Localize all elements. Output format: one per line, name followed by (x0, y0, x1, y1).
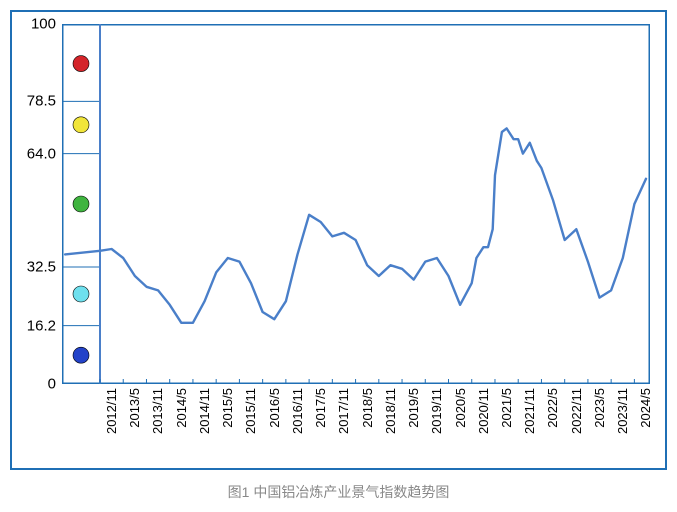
y-axis-labels: 016.232.564.078.5100 (12, 24, 60, 384)
y-tick-label: 32.5 (16, 259, 56, 276)
x-tick-label: 2018/5 (360, 388, 375, 428)
x-tick-label: 2017/11 (336, 388, 351, 434)
plot-svg (62, 24, 650, 384)
x-tick-label: 2014/5 (174, 388, 189, 428)
y-tick-label: 16.2 (16, 317, 56, 334)
caption-wrap: 图1 中国铝冶炼产业景气指数趋势图 (10, 482, 667, 502)
x-tick-label: 2014/11 (197, 388, 212, 434)
x-tick-label: 2019/5 (406, 388, 421, 428)
x-tick-label: 2016/11 (290, 388, 305, 434)
x-tick-label: 2018/11 (383, 388, 398, 434)
x-tick-label: 2019/11 (429, 388, 444, 434)
x-tick-label: 2012/11 (104, 388, 119, 434)
y-tick-label: 0 (16, 376, 56, 393)
x-tick-label: 2023/11 (615, 388, 630, 434)
x-tick-label: 2017/5 (313, 388, 328, 428)
x-tick-label: 2024/5 (638, 388, 653, 428)
x-tick-label: 2020/5 (453, 388, 468, 428)
plot-area (62, 24, 650, 384)
y-tick-label: 64.0 (16, 145, 56, 162)
y-tick-label: 78.5 (16, 93, 56, 110)
x-tick-label: 2016/5 (267, 388, 282, 428)
y-tick-label: 100 (16, 16, 56, 33)
x-tick-label: 2015/5 (220, 388, 235, 428)
x-tick-label: 2022/11 (569, 388, 584, 434)
x-tick-label: 2015/11 (243, 388, 258, 434)
x-tick-label: 2020/11 (476, 388, 491, 434)
x-tick-label: 2013/5 (127, 388, 142, 428)
x-axis-labels: 2012/11 2013/5 2013/11 2014/5 2014/11 2015/5 2… (62, 384, 650, 464)
x-tick-label: 2013/11 (150, 388, 165, 434)
x-tick-label: 2021/5 (499, 388, 514, 428)
chart-container: 0 16.2 32.5 64.0 78.5 100 2012/11 2013/5 2013/1… (10, 10, 667, 470)
x-tick-label: 2023/5 (592, 388, 607, 428)
x-tick-label: 2021/11 (522, 388, 537, 434)
x-tick-label: 2022/5 (545, 388, 560, 428)
chart-caption: 图1 中国铝冶炼产业景气指数趋势图 (228, 484, 450, 500)
